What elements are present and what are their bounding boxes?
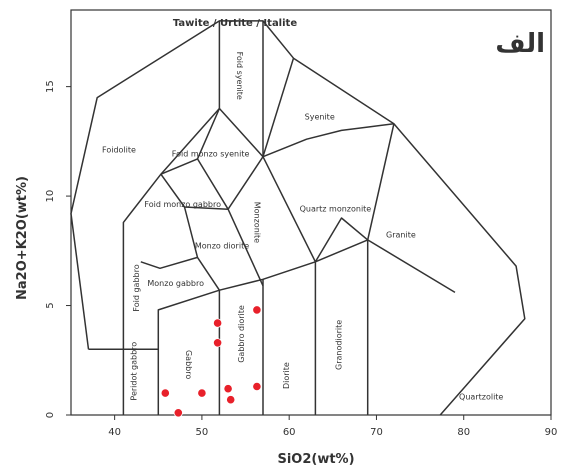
field-label-foid-syenite: Foid syenite xyxy=(235,52,244,100)
sample-point xyxy=(197,388,207,398)
sample-point xyxy=(252,305,262,315)
field-label-syenite: Syenite xyxy=(305,113,335,122)
x-tick-label: 50 xyxy=(196,427,209,438)
y-tick-label: 0 xyxy=(45,412,56,418)
field-boundary xyxy=(196,20,264,210)
field-label-quartz-monzonite: Quartz monzonite xyxy=(300,204,372,213)
field-label-peridot-gabbro: Peridot gabbro xyxy=(130,342,139,401)
field-label-gabbro-diorite: Gabbro diorite xyxy=(237,305,246,363)
y-tick-label: 10 xyxy=(45,190,56,203)
field-label-gabbro: Gabbro xyxy=(184,350,193,379)
field-label-granite: Granite xyxy=(386,231,416,240)
field-label-diorite: Diorite xyxy=(282,362,291,389)
field-boundary xyxy=(262,156,317,263)
x-axis-title: SiO2(wt%) xyxy=(277,452,354,467)
field-label-monzo-diorite: Monzo diorite xyxy=(195,242,249,251)
field-boundary xyxy=(227,208,264,287)
field-boundary xyxy=(262,57,295,157)
field-label-foid-gabbro: Foid gabbro xyxy=(132,264,141,311)
field-boundaries xyxy=(70,20,526,416)
field-labels: Foidolite Foid syenite Foid monzo syenite F… xyxy=(102,52,503,402)
y-tick-label: 5 xyxy=(45,302,56,308)
axis-ticks: 40 50 60 70 80 90 0 5 10 15 xyxy=(45,80,557,438)
sample-point xyxy=(213,318,223,328)
sample-point xyxy=(213,338,223,348)
field-boundary xyxy=(160,158,198,175)
x-tick-label: 80 xyxy=(457,427,470,438)
x-tick-label: 90 xyxy=(545,427,558,438)
x-tick-label: 70 xyxy=(370,427,383,438)
y-tick-label: 15 xyxy=(45,80,56,93)
sample-point xyxy=(160,388,170,398)
field-label-foidolite: Foidolite xyxy=(102,145,136,154)
field-label-monzonite: Monzonite xyxy=(252,202,261,243)
sample-point xyxy=(252,381,262,392)
field-boundary xyxy=(140,256,198,270)
field-boundary xyxy=(70,20,526,416)
field-label-granodiorite: Granodiorite xyxy=(335,320,344,370)
x-tick-label: 40 xyxy=(108,427,121,438)
data-points xyxy=(160,305,262,418)
sample-point xyxy=(226,395,236,405)
field-boundary xyxy=(314,217,369,263)
panel-label: الف xyxy=(495,29,545,59)
field-label-foid-monzo-syenite: Foid monzo syenite xyxy=(172,150,250,159)
field-label-quartzolite: Quartzolite xyxy=(459,393,503,402)
x-tick-label: 60 xyxy=(283,427,296,438)
field-boundary xyxy=(367,239,456,294)
sample-point xyxy=(223,384,233,394)
y-axis-title: Na2O+K2O(wt%) xyxy=(15,176,30,300)
chart-title: Tawite / Urtite / Italite xyxy=(173,18,297,29)
sample-point xyxy=(173,408,183,418)
field-boundary xyxy=(262,123,394,158)
field-label-monzo-gabbro: Monzo gabbro xyxy=(147,279,204,288)
field-label-foid-monzo-gabbro: Foid monzo gabbro xyxy=(144,200,221,209)
